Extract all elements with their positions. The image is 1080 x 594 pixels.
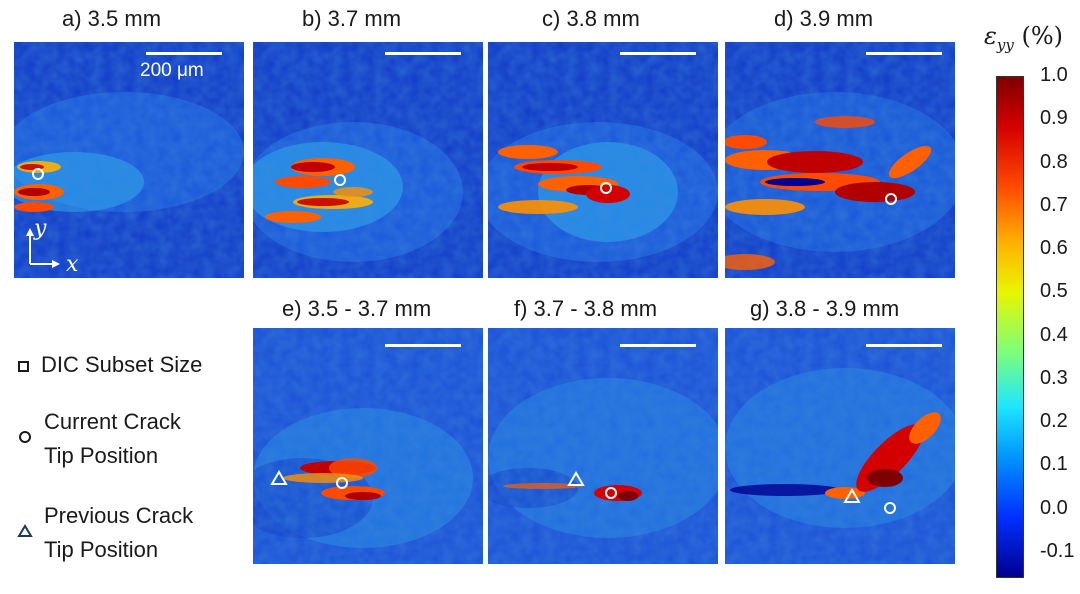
strain-map-e — [253, 328, 483, 564]
legend-previous-line1: Previous Crack — [44, 503, 194, 528]
colorbar-tick: 0.3 — [1040, 366, 1068, 389]
legend-subset-label: DIC Subset Size — [41, 352, 203, 377]
strain-map-d — [725, 42, 955, 278]
panel-d-title: d) 3.9 mm — [774, 6, 874, 31]
current-tip-circle-icon — [18, 430, 32, 449]
colorbar-tick: 0.8 — [1040, 150, 1068, 173]
panel-e-title: e) 3.5 - 3.7 mm — [282, 296, 432, 321]
scale-bar-d — [866, 52, 942, 55]
colorbar-tick: 0.9 — [1040, 107, 1068, 130]
previous-tip-triangle-icon — [17, 524, 33, 543]
strain-map-f — [488, 328, 718, 564]
colorbar-subscript: yy — [996, 35, 1014, 54]
colorbar-symbol: ε — [984, 22, 997, 50]
strain-map-a — [14, 42, 244, 278]
panel-c-title: c) 3.8 mm — [542, 6, 640, 31]
legend-subset: DIC Subset Size — [18, 348, 202, 382]
panel-b-title: b) 3.7 mm — [302, 6, 402, 31]
legend-previous-line2: Tip Position — [44, 537, 159, 562]
axis-y-label: y — [34, 216, 47, 241]
legend-current-line2: Tip Position — [44, 443, 159, 468]
colorbar-tick: 0.5 — [1040, 280, 1068, 303]
scale-bar-a — [146, 52, 222, 55]
colorbar-tick: 0.2 — [1040, 410, 1068, 433]
legend-current-line1: Current Crack — [44, 409, 181, 434]
colorbar-tick: 0.0 — [1040, 496, 1068, 519]
colorbar-tick: 1.0 — [1040, 64, 1068, 86]
colorbar-tick: 0.7 — [1040, 193, 1068, 216]
scale-bar-f — [620, 344, 696, 347]
panel-a-title: a) 3.5 mm — [62, 6, 162, 31]
strain-map-b — [253, 42, 483, 278]
colorbar-title: εyy (%) — [984, 22, 1063, 54]
colorbar-tick: 0.1 — [1040, 453, 1068, 476]
colorbar-tick: 0.4 — [1040, 323, 1068, 346]
subset-square-icon — [18, 360, 29, 372]
scale-bar-e — [385, 344, 461, 347]
scale-bar-g — [866, 344, 942, 347]
strain-map-c — [488, 42, 718, 278]
colorbar-tick: -0.1 — [1040, 540, 1075, 562]
colorbar — [996, 76, 1024, 578]
strain-map-g — [725, 328, 955, 564]
axis-x-label: x — [66, 252, 79, 277]
colorbar-unit: (%) — [1013, 22, 1064, 50]
axis-indicator — [20, 220, 90, 285]
panel-f-title: f) 3.7 - 3.8 mm — [514, 296, 658, 321]
scale-bar-b — [385, 52, 461, 55]
scale-bar-c — [620, 52, 696, 55]
scale-bar-label: 200 μm — [140, 60, 204, 81]
panel-g-title: g) 3.8 - 3.9 mm — [750, 296, 900, 321]
colorbar-tick: 0.6 — [1040, 237, 1068, 260]
